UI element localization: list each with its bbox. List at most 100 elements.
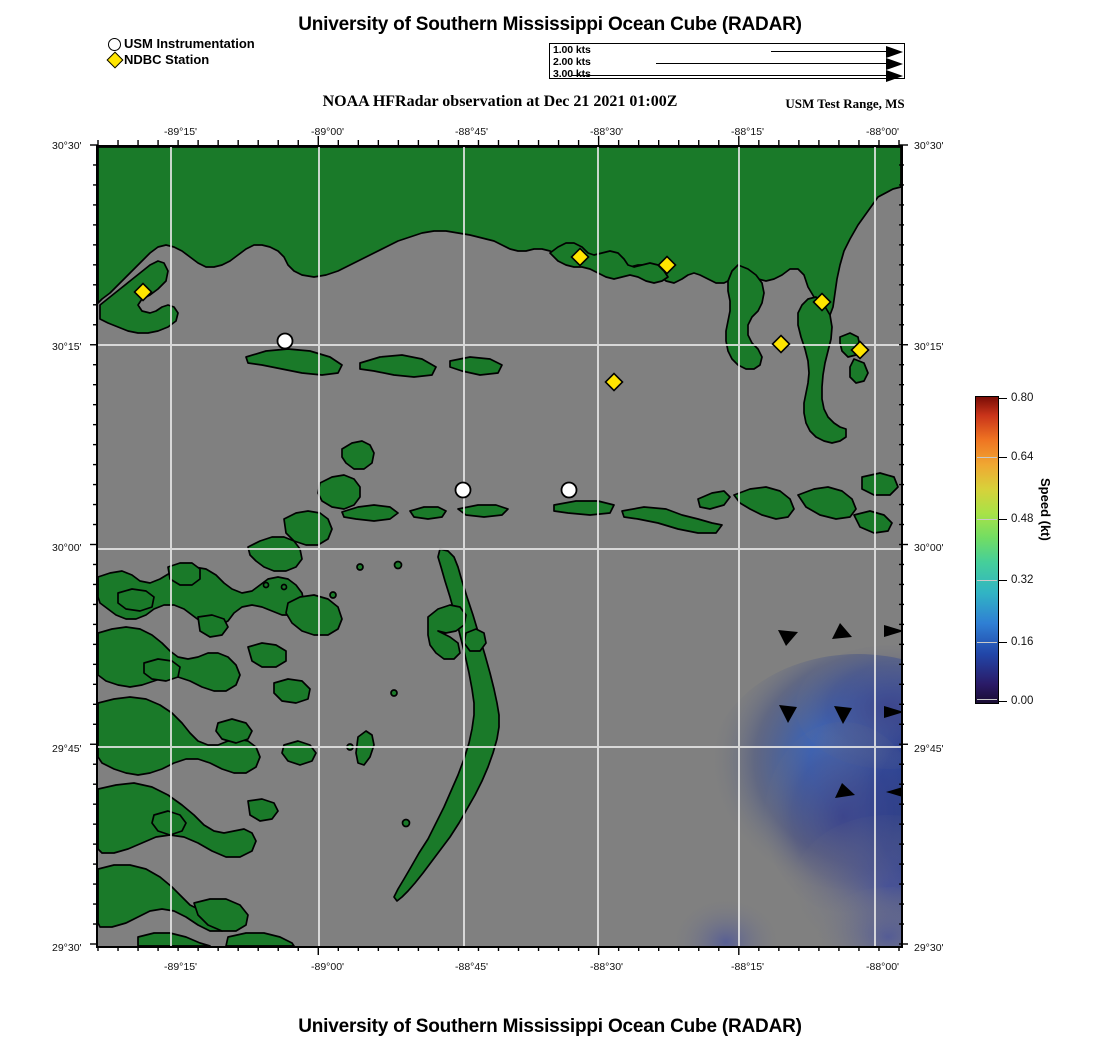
arrow-head-icon xyxy=(886,57,903,70)
barrier-island-se xyxy=(853,510,893,534)
axis-label-y-left-0: 30°30' xyxy=(52,140,82,152)
colorbar-tick xyxy=(999,642,1007,644)
ndbc-station-marker xyxy=(850,340,870,360)
barrier-island-petit-bois xyxy=(733,486,795,520)
barrier-island-c xyxy=(457,504,509,518)
axis-label-y-left-1: 30°15' xyxy=(52,341,82,353)
chandeleur-hook xyxy=(427,604,467,660)
colorbar-gridline xyxy=(976,457,998,459)
axis-label-y-left-3: 29°45' xyxy=(52,743,82,755)
vector-scale-legend: 1.00 kts 2.00 kts 3.00 kts xyxy=(549,43,905,82)
arrow-head-icon xyxy=(886,69,903,82)
colorbar-label-032: 0.32 xyxy=(1011,574,1034,586)
velocity-vector xyxy=(779,705,797,723)
axis-label-x-bottom-5: -88°00' xyxy=(866,961,900,973)
axis-label-x-bottom-0: -89°15' xyxy=(164,961,198,973)
arrow-head-icon xyxy=(886,45,903,58)
mississippi-delta-marsh xyxy=(98,440,375,946)
axis-ticks xyxy=(90,136,908,955)
circle-marker-icon xyxy=(108,37,121,51)
barrier-island-dauphin-e xyxy=(861,472,899,496)
coastal-notch-east xyxy=(725,264,765,370)
colorbar-gridline xyxy=(976,642,998,644)
diamond-marker-icon xyxy=(106,51,123,69)
scale-label-1kt: 1.00 kts xyxy=(553,44,591,56)
scale-label-3kt: 3.00 kts xyxy=(553,68,591,80)
barrier-island-ship xyxy=(359,354,437,378)
velocity-vector xyxy=(834,706,852,724)
mainland-coast xyxy=(98,147,901,316)
ndbc-station-marker xyxy=(570,247,590,267)
ndbc-station-marker xyxy=(657,255,677,275)
axis-label-x-top-0: -89°15' xyxy=(164,126,198,138)
axis-label-x-bottom-3: -88°30' xyxy=(590,961,624,973)
legend-item-usm: USM Instrumentation xyxy=(108,36,348,52)
axis-label-x-top-3: -88°30' xyxy=(590,126,624,138)
axis-label-x-top-2: -88°45' xyxy=(455,126,489,138)
colorbar: 0.80 0.64 0.48 0.32 0.16 0.00 Speed (kt) xyxy=(975,392,1095,707)
axis-label-y-left-2: 30°00' xyxy=(52,542,82,554)
axis-label-x-bottom-4: -88°15' xyxy=(731,961,765,973)
velocity-vector xyxy=(835,783,855,798)
barrier-island-f xyxy=(697,490,731,510)
map-canvas[interactable] xyxy=(96,145,903,948)
page-title: University of Southern Mississippi Ocean… xyxy=(298,14,802,35)
ndbc-station-marker xyxy=(604,372,624,392)
small-island-ne2 xyxy=(849,358,869,384)
ndbc-station-marker xyxy=(133,282,153,302)
land-layer xyxy=(98,147,901,946)
ndbc-station-marker xyxy=(771,334,791,354)
scale-line-3kt xyxy=(571,75,886,77)
axis-label-y-right-0: 30°30' xyxy=(914,140,944,152)
colorbar-tick xyxy=(999,701,1007,703)
axis-label-y-right-1: 30°15' xyxy=(914,341,944,353)
axis-label-y-right-3: 29°45' xyxy=(914,743,944,755)
ndbc-station-marker xyxy=(812,292,832,312)
marker-legend: USM Instrumentation NDBC Station xyxy=(106,36,348,69)
axis-label-x-top-4: -88°15' xyxy=(731,126,765,138)
scale-row-2kt: 2.00 kts xyxy=(550,56,904,70)
barrier-island-dauphin-w xyxy=(797,486,857,520)
colorbar-tick xyxy=(999,457,1007,459)
scale-label-2kt: 2.00 kts xyxy=(553,56,591,68)
barrier-island-a xyxy=(341,504,399,522)
velocity-vector xyxy=(778,630,798,646)
colorbar-label-064: 0.64 xyxy=(1011,451,1034,463)
barrier-island-e xyxy=(621,506,723,534)
map-svg xyxy=(98,147,901,946)
axis-label-y-left-4: 29°30' xyxy=(52,942,82,954)
colorbar-label-016: 0.16 xyxy=(1011,636,1034,648)
graticule-layer xyxy=(98,147,901,946)
colorbar-tick xyxy=(999,398,1007,400)
colorbar-gridline xyxy=(976,519,998,521)
velocity-vector xyxy=(886,787,901,797)
axis-label-x-top-1: -89°00' xyxy=(311,126,345,138)
colorbar-gridline xyxy=(976,580,998,582)
velocity-vector xyxy=(884,625,901,637)
colorbar-label-080: 0.80 xyxy=(1011,392,1034,404)
usm-instruments-layer[interactable] xyxy=(276,332,578,499)
ndbc-stations-layer[interactable] xyxy=(133,247,870,392)
footer-title: University of Southern Mississippi Ocean… xyxy=(298,1016,802,1037)
scale-line-1kt xyxy=(771,51,886,53)
axis-label-y-right-2: 30°00' xyxy=(914,542,944,554)
usm-instrument-marker xyxy=(454,481,472,499)
usm-instrument-marker xyxy=(276,332,294,350)
scale-row-3kt: 3.00 kts xyxy=(550,68,904,82)
axis-label-x-bottom-1: -89°00' xyxy=(311,961,345,973)
axis-label-x-bottom-2: -88°45' xyxy=(455,961,489,973)
scale-row-1kt: 1.00 kts xyxy=(550,44,904,58)
legend-label-ndbc: NDBC Station xyxy=(124,52,210,67)
colorbar-gridline xyxy=(976,699,998,701)
colorbar-title: Speed (kt) xyxy=(1038,478,1053,541)
velocity-vector xyxy=(832,623,852,639)
usm-instrument-marker xyxy=(560,481,578,499)
axis-label-x-top-5: -88°00' xyxy=(866,126,900,138)
colorbar-label-048: 0.48 xyxy=(1011,513,1034,525)
region-label: USM Test Range, MS xyxy=(785,96,905,111)
colorbar-gradient xyxy=(975,396,999,704)
colorbar-label-000: 0.00 xyxy=(1011,695,1034,707)
velocity-vector xyxy=(884,706,901,718)
observation-subtitle: NOAA HFRadar observation at Dec 21 2021 … xyxy=(322,93,678,110)
legend-item-ndbc: NDBC Station xyxy=(106,51,348,69)
